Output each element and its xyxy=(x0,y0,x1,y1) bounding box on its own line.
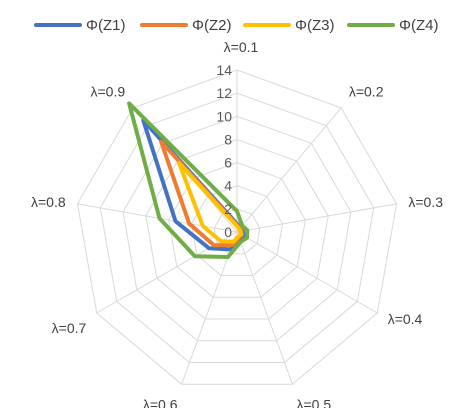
legend-swatch-z2 xyxy=(140,23,188,27)
grid-ring-1 xyxy=(213,208,261,255)
grid-ring-4 xyxy=(145,138,329,320)
axis-spoke-5 xyxy=(236,231,293,385)
legend-swatch-z4 xyxy=(347,23,395,27)
series-line-z3 xyxy=(176,160,244,244)
series-line-z4 xyxy=(127,101,250,260)
legend-item-z4: Φ(Z4) xyxy=(347,12,438,38)
category-label-9: λ=0.9 xyxy=(91,84,126,100)
grid-ring-5 xyxy=(122,115,352,342)
axis-spoke-3 xyxy=(236,203,397,233)
tick-label-4: 4 xyxy=(224,178,232,194)
chart-legend: Φ(Z1) Φ(Z2) Φ(Z3) Φ(Z4) xyxy=(0,12,474,38)
category-label-4: λ=0.4 xyxy=(388,311,423,327)
tick-label-0: 0 xyxy=(224,224,232,240)
legend-item-z3: Φ(Z3) xyxy=(243,12,334,38)
legend-label-z3: Φ(Z3) xyxy=(295,16,335,34)
radial-tick-labels: 0 2 4 6 8 10 12 14 xyxy=(216,62,232,240)
axis-spoke-4 xyxy=(236,231,378,314)
category-labels: λ=0.1 λ=0.2 λ=0.3 λ=0.4 λ=0.5 λ=0.6 λ=0.7 λ=0.8… xyxy=(31,39,443,408)
grid-ring-2 xyxy=(190,185,284,276)
legend-item-z2: Φ(Z2) xyxy=(140,12,231,38)
legend-label-z1: Φ(Z1) xyxy=(86,16,126,34)
grid-ring-7 xyxy=(76,69,398,385)
category-label-5: λ=0.5 xyxy=(297,397,332,408)
legend-label-z4: Φ(Z4) xyxy=(399,16,439,34)
legend-item-z1: Φ(Z1) xyxy=(34,12,125,38)
category-label-2: λ=0.2 xyxy=(349,84,384,100)
category-label-6: λ=0.6 xyxy=(143,397,178,408)
category-label-8: λ=0.8 xyxy=(31,194,66,210)
category-label-3: λ=0.3 xyxy=(408,194,443,210)
legend-label-z2: Φ(Z2) xyxy=(192,16,232,34)
axis-spoke-2 xyxy=(236,107,342,233)
category-label-1: λ=0.1 xyxy=(224,39,259,55)
axis-spoke-8 xyxy=(77,203,238,233)
tick-label-8: 8 xyxy=(224,131,232,147)
radar-series xyxy=(127,101,250,260)
tick-label-12: 12 xyxy=(216,85,232,101)
tick-label-14: 14 xyxy=(216,62,232,78)
radar-grid xyxy=(76,69,398,385)
tick-label-10: 10 xyxy=(216,108,232,124)
category-label-7: λ=0.7 xyxy=(52,320,87,336)
tick-label-2: 2 xyxy=(224,201,232,217)
tick-label-6: 6 xyxy=(224,155,232,171)
grid-ring-6 xyxy=(99,92,375,363)
legend-swatch-z3 xyxy=(243,23,291,27)
legend-swatch-z1 xyxy=(34,23,82,27)
